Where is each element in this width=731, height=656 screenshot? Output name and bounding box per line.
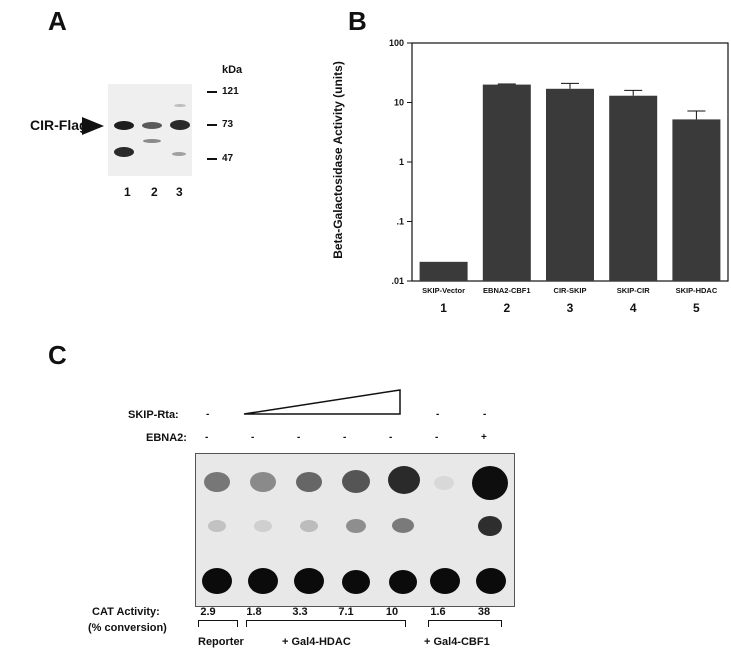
kda-label: kDa	[222, 64, 243, 76]
band-lane1-upper	[114, 121, 134, 130]
x-lane-number: 5	[693, 301, 700, 315]
lane-1: 1	[124, 185, 131, 199]
marker-47: 47	[222, 153, 234, 164]
skip-rta-label: SKIP-Rta:	[128, 409, 179, 421]
bar-2	[482, 84, 531, 281]
band-lane3-lower	[172, 152, 186, 156]
cat-value-lane2: 1.8	[246, 606, 262, 618]
panel-c-letter: C	[48, 340, 67, 370]
ebna2-sign-lane6: -	[435, 432, 439, 443]
ebna2-sign-lane5: -	[389, 432, 393, 443]
x-category-label: SKIP-Vector	[422, 286, 465, 295]
marker-tick-121	[207, 91, 217, 93]
band-lane3-top	[174, 104, 186, 107]
spot-top-lane7	[472, 466, 508, 500]
x-category-label: EBNA2-CBF1	[483, 286, 531, 295]
marker-73: 73	[222, 119, 234, 130]
bracket-gal4-hdac	[246, 620, 406, 627]
group-gal4-hdac: + Gal4-HDAC	[282, 636, 351, 648]
bracket-reporter	[198, 620, 238, 627]
cat-conversion-label: (% conversion)	[88, 622, 167, 634]
cir-flag-label: CIR-Flag	[30, 117, 88, 133]
spot-origin-lane1	[202, 568, 232, 594]
spot-mid-lane7	[478, 516, 502, 536]
skip-rta-sign-lane1: -	[206, 409, 210, 420]
spot-top-lane6	[434, 476, 454, 490]
y-tick-label: 100	[389, 38, 404, 48]
tlc-plate	[195, 453, 515, 607]
spot-top-lane2	[250, 472, 276, 492]
spot-origin-lane2	[248, 568, 278, 594]
x-lane-number: 4	[630, 301, 637, 315]
bar-4	[609, 95, 658, 281]
x-category-label: SKIP-CIR	[617, 286, 651, 295]
spot-mid-lane2	[254, 520, 272, 532]
band-lane1-lower	[114, 147, 134, 157]
spot-origin-lane4	[342, 570, 370, 594]
y-tick-label: 10	[394, 98, 404, 108]
ebna2-sign-lane1: -	[205, 432, 209, 443]
x-category-label: CIR-SKIP	[554, 286, 587, 295]
x-lane-number: 3	[567, 301, 574, 315]
spot-origin-lane3	[294, 568, 324, 594]
spot-mid-lane5	[392, 518, 414, 533]
western-blot	[108, 84, 192, 176]
spot-origin-lane5	[389, 570, 417, 594]
bracket-gal4-cbf1	[428, 620, 502, 627]
bar-1	[419, 261, 468, 281]
spot-top-lane4	[342, 470, 370, 493]
y-tick-label: .1	[396, 217, 404, 227]
cir-flag-arrow-icon	[82, 117, 104, 135]
marker-tick-73	[207, 124, 217, 126]
x-lane-number: 1	[440, 301, 447, 315]
ebna2-sign-lane7: +	[481, 432, 487, 443]
band-lane2-upper	[142, 122, 162, 129]
skip-rta-sign-lane6: -	[436, 409, 440, 420]
ebna2-sign-lane3: -	[297, 432, 301, 443]
lane-2: 2	[151, 185, 158, 199]
spot-top-lane5	[388, 466, 420, 494]
spot-top-lane1	[204, 472, 230, 492]
ebna2-sign-lane4: -	[343, 432, 347, 443]
spot-origin-lane6	[430, 568, 460, 594]
ebna2-label: EBNA2:	[146, 432, 187, 444]
chart-ylabel: Beta-Galactosidase Activity (units)	[331, 61, 345, 259]
skip-rta-sign-lane7: -	[483, 409, 487, 420]
x-lane-number: 2	[503, 301, 510, 315]
cat-value-lane4: 7.1	[338, 606, 354, 618]
spot-mid-lane4	[346, 519, 366, 533]
marker-121: 121	[222, 86, 239, 97]
spot-origin-lane7	[476, 568, 506, 594]
cat-value-lane7: 38	[477, 606, 491, 618]
cat-value-lane3: 3.3	[292, 606, 308, 618]
x-category-label: SKIP-HDAC	[676, 286, 718, 295]
band-lane3-upper	[170, 120, 190, 130]
spot-top-lane3	[296, 472, 322, 492]
bar-chart: Beta-Galactosidase Activity (units) 1001…	[331, 38, 729, 315]
y-tick-label: 1	[399, 157, 404, 167]
bar-3	[546, 88, 594, 281]
spot-mid-lane1	[208, 520, 226, 532]
chart-plot-area: 100 10 1 .1 .01 SKIP-Vector 1 EBNA2-CBF1 2 CIR-SK…	[389, 38, 729, 315]
cat-value-lane6: 1.6	[430, 606, 446, 618]
ebna2-sign-lane2: -	[251, 432, 255, 443]
group-reporter: Reporter	[198, 636, 244, 648]
cat-value-lane1: 2.9	[200, 606, 216, 618]
band-lane2-lower	[143, 139, 161, 143]
lane-3: 3	[176, 185, 183, 199]
y-tick-label: .01	[391, 276, 404, 286]
bar-5	[672, 119, 721, 282]
panel-b-letter: B	[348, 6, 367, 36]
marker-tick-47	[207, 158, 217, 160]
skip-rta-gradient-wedge	[243, 389, 401, 415]
cat-value-lane5: 10	[385, 606, 399, 618]
group-gal4-cbf1: + Gal4-CBF1	[424, 636, 490, 648]
cat-activity-label: CAT Activity:	[92, 606, 160, 618]
panel-a-letter: A	[48, 6, 67, 36]
spot-mid-lane3	[300, 520, 318, 532]
